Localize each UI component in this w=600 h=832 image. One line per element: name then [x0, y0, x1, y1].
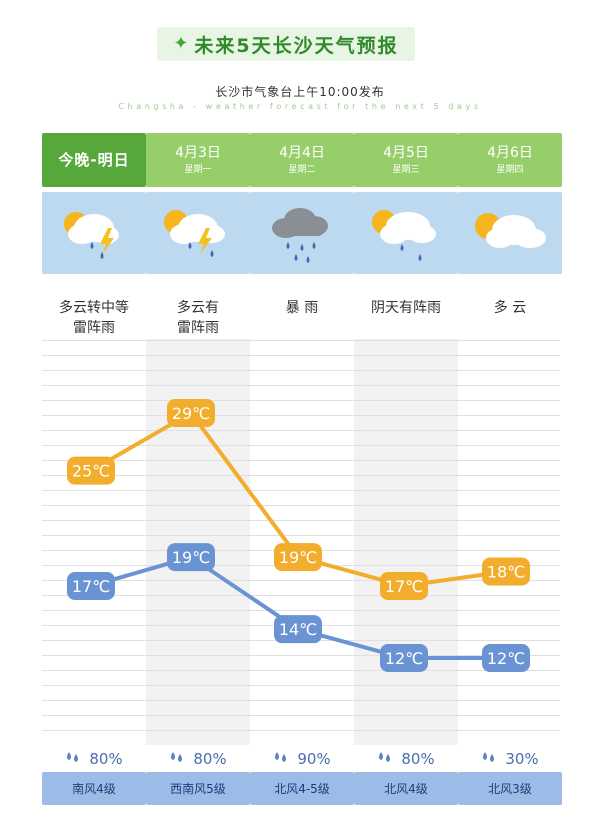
page-subtitle: 长沙市气象台上午10:00发布 — [215, 85, 385, 99]
day-date: 4月3日 — [175, 144, 221, 161]
temperature-label: 19℃ — [172, 548, 210, 567]
temperature-point — [167, 399, 215, 427]
temperature-label: 12℃ — [385, 649, 423, 668]
temperature-label: 25℃ — [72, 462, 110, 481]
temperature-label: 19℃ — [279, 548, 317, 567]
heavy-rain-icon — [250, 192, 354, 274]
gridline — [42, 355, 560, 356]
cloudy-icon — [458, 192, 562, 274]
gridline — [42, 445, 560, 446]
gridline — [42, 610, 560, 611]
day-header-2: 4月4日 星期二 — [250, 133, 354, 187]
raindrop-icon — [65, 750, 81, 768]
gridline — [42, 535, 560, 536]
temperature-point — [482, 557, 530, 586]
day-weekday: 星期三 — [392, 164, 420, 175]
temperature-label: 17℃ — [72, 577, 110, 596]
thunderstorm-icon — [146, 192, 250, 274]
page-subtitle-english: Changsha - weather forecast for the next… — [118, 102, 482, 111]
rain-probability: 80% — [146, 750, 250, 768]
wind-label: 北风3级 — [458, 772, 562, 805]
gridline — [42, 655, 560, 656]
day-weekday: 星期四 — [496, 164, 524, 175]
gridline — [42, 595, 560, 596]
day-header-0: 今晚-明日 — [42, 133, 146, 187]
raindrop-icon — [273, 750, 289, 768]
shower-icon — [354, 192, 458, 274]
temperature-point — [482, 644, 530, 672]
day-weekday: 星期一 — [184, 164, 212, 175]
day-header-3: 4月5日 星期三 — [354, 133, 458, 187]
temperature-point — [274, 615, 322, 644]
gridline — [42, 475, 560, 476]
column-background — [354, 339, 458, 745]
temperature-point — [167, 543, 215, 572]
wind-label: 南风4级 — [42, 772, 146, 805]
sparkle-icon: ✦ — [173, 33, 189, 54]
condition-text: 多 云 — [493, 300, 527, 316]
page-title: 未来5天长沙天气预报 — [194, 34, 399, 57]
condition-text: 多云转中等 雷阵雨 — [59, 300, 129, 336]
temperature-label: 14℃ — [279, 620, 317, 639]
day-date: 今晚-明日 — [58, 151, 130, 169]
gridline — [42, 460, 560, 461]
gridline — [42, 520, 560, 521]
temperature-point — [380, 644, 428, 672]
temperature-point — [67, 571, 115, 600]
day-date: 4月4日 — [279, 144, 325, 161]
gridline — [42, 385, 560, 386]
condition-text: 多云有 雷阵雨 — [177, 300, 219, 336]
gridline — [42, 700, 560, 701]
condition-text: 暴 雨 — [285, 300, 319, 316]
raindrop-icon — [377, 750, 393, 768]
gridline — [42, 670, 560, 671]
temperature-point — [380, 571, 428, 600]
rain-probability: 80% — [354, 750, 458, 768]
gridline — [42, 505, 560, 506]
rain-probability: 80% — [42, 750, 146, 768]
gridline — [42, 580, 560, 581]
gridline — [42, 715, 560, 716]
temperature-point — [274, 543, 322, 572]
gridline — [42, 685, 560, 686]
gridline — [42, 400, 560, 401]
gridline — [42, 370, 560, 371]
wind-label: 北风4级 — [354, 772, 458, 805]
temperature-label: 18℃ — [487, 563, 525, 582]
day-weekday: 星期二 — [288, 164, 316, 175]
day-date: 4月5日 — [383, 144, 429, 161]
temperature-label: 29℃ — [172, 404, 210, 423]
rain-probability: 30% — [458, 750, 562, 768]
gridline — [42, 730, 560, 731]
temperature-label: 17℃ — [385, 577, 423, 596]
title-banner: ✦ 未来5天长沙天气预报 — [157, 27, 415, 61]
thunderstorm-icon — [42, 192, 146, 274]
raindrop-icon — [169, 750, 185, 768]
day-header-4: 4月6日 星期四 — [458, 133, 562, 187]
day-header-1: 4月3日 星期一 — [146, 133, 250, 187]
wind-label: 北风4-5级 — [250, 772, 354, 805]
raindrop-icon — [481, 750, 497, 768]
gridline — [42, 490, 560, 491]
condition-text: 阴天有阵雨 — [371, 300, 441, 316]
gridline — [42, 430, 560, 431]
gridline — [42, 340, 560, 341]
temperature-label: 12℃ — [487, 649, 525, 668]
temperature-point — [67, 456, 115, 485]
gridline — [42, 415, 560, 416]
rain-probability: 90% — [250, 750, 354, 768]
wind-label: 西南风5级 — [146, 772, 250, 805]
day-date: 4月6日 — [487, 144, 533, 161]
